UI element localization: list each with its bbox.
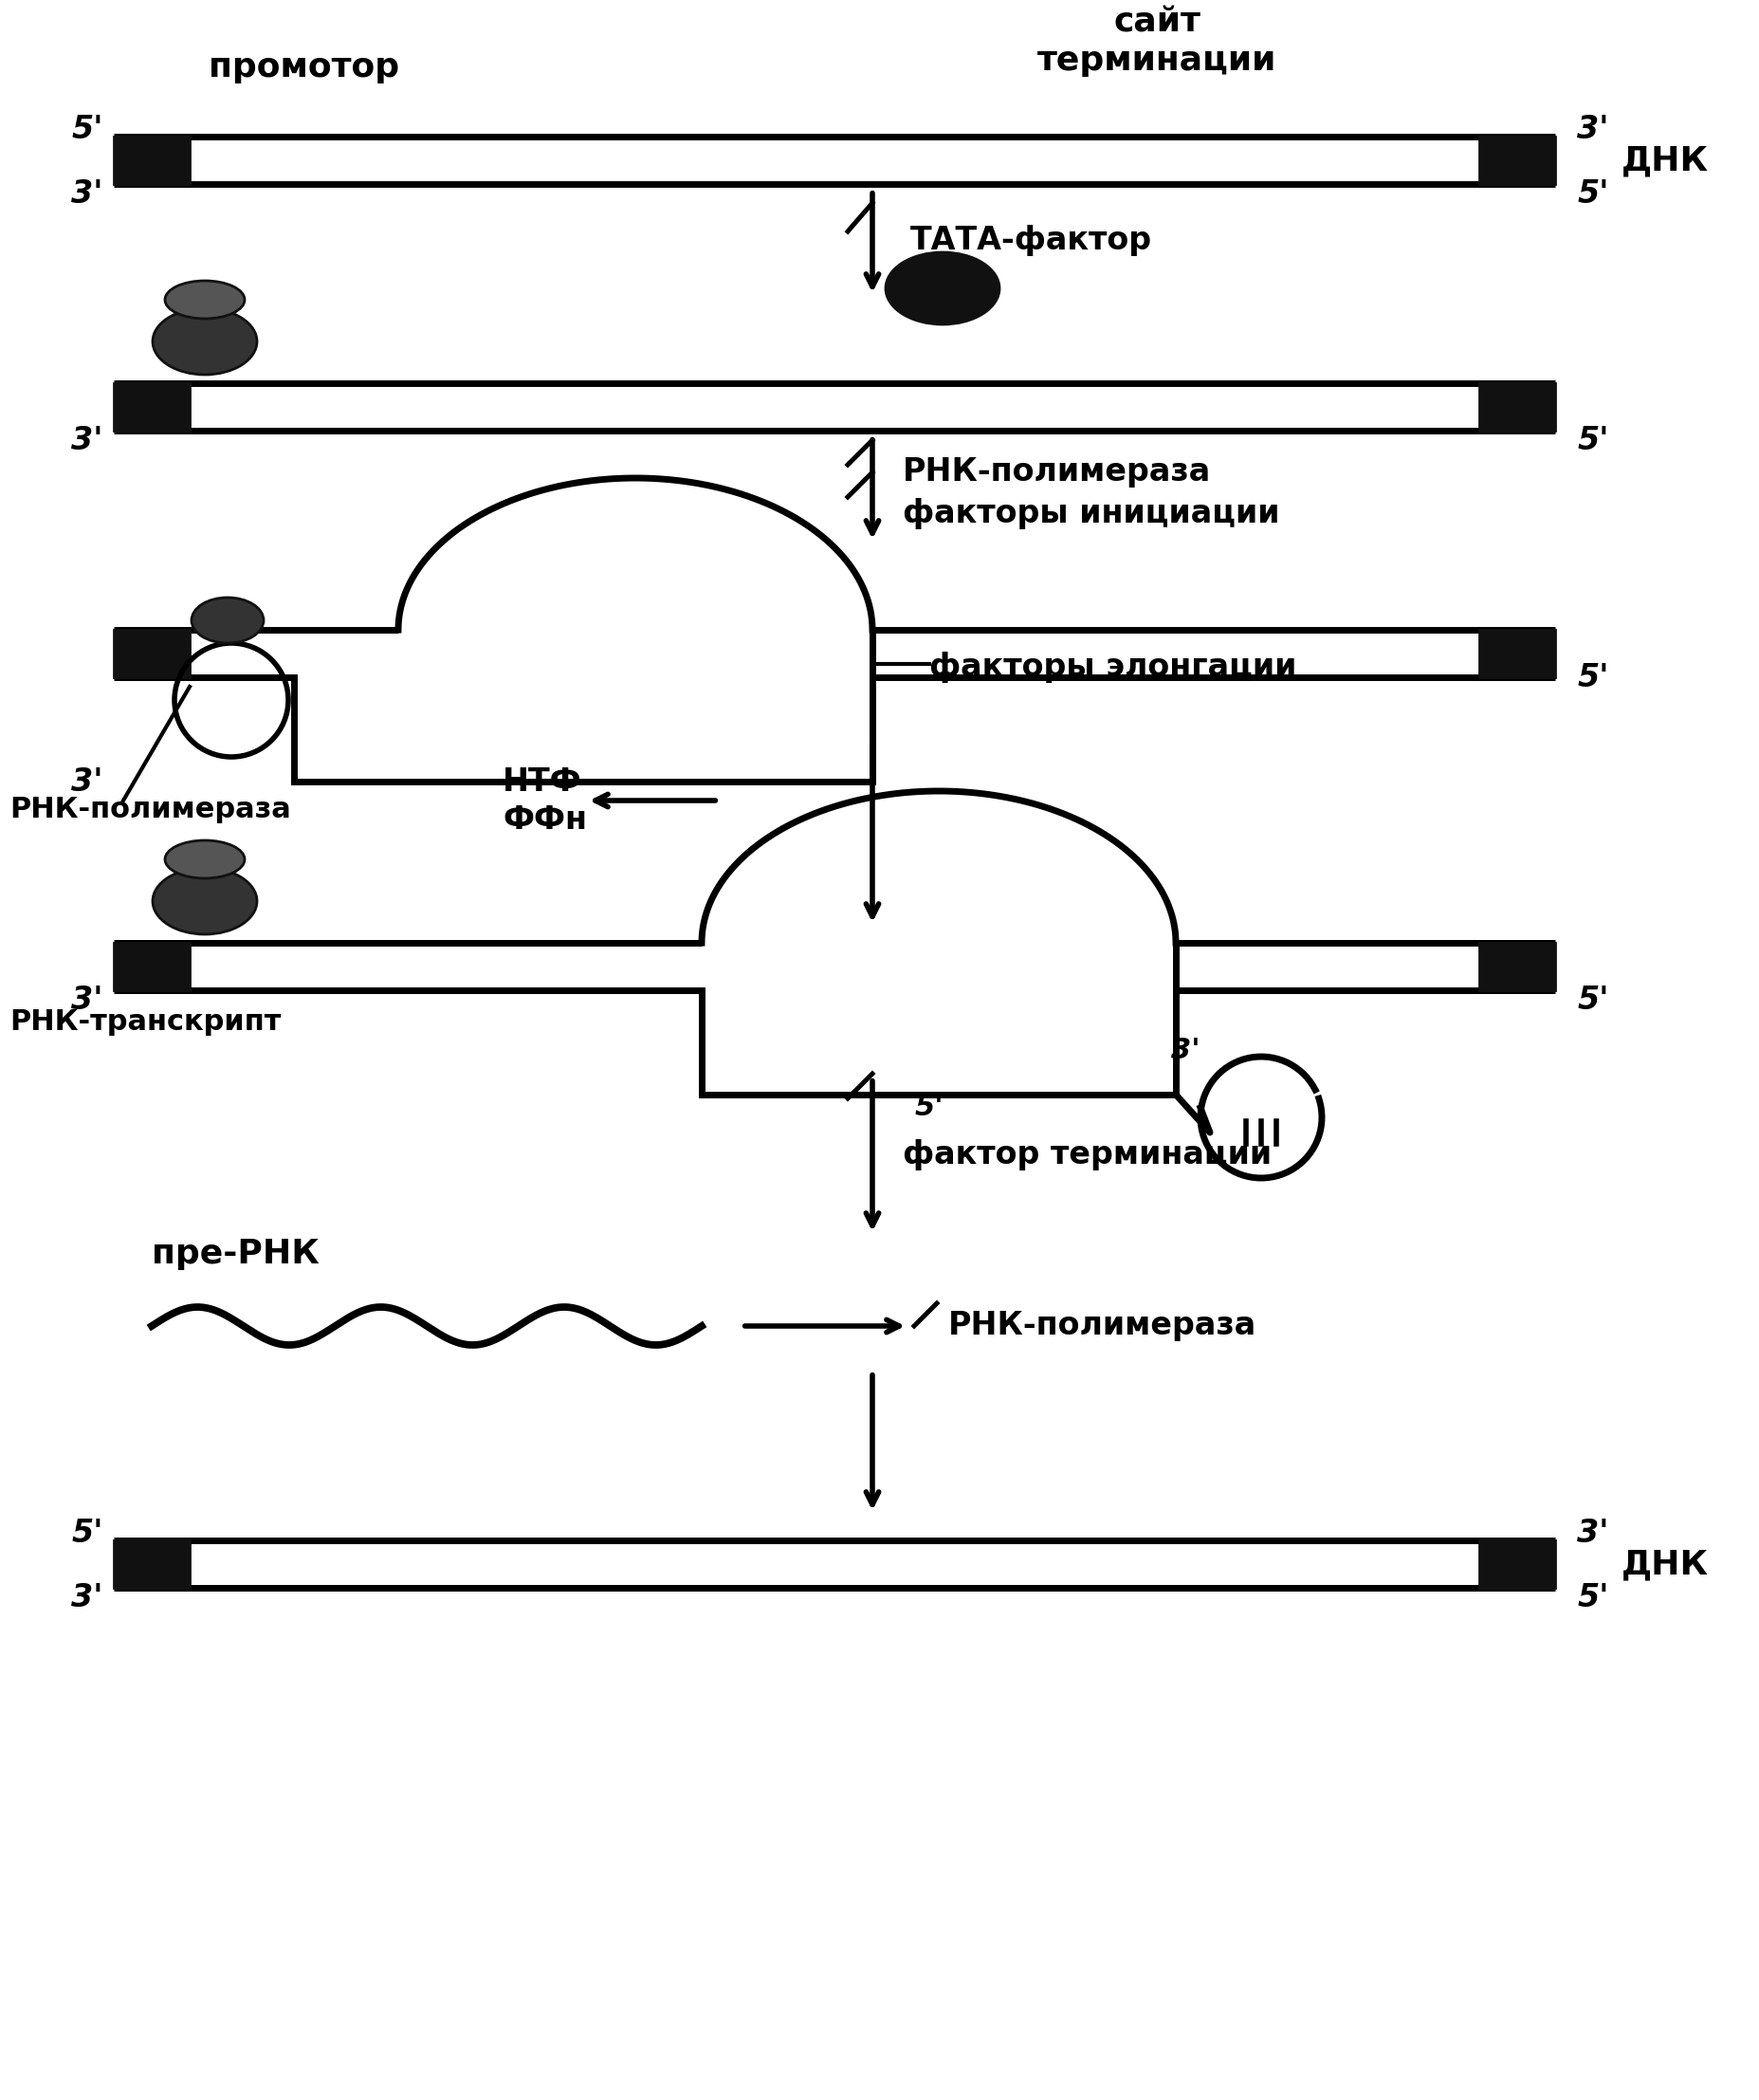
Text: ДНК: ДНК	[1620, 145, 1708, 176]
Ellipse shape	[885, 252, 999, 323]
Text: 5': 5'	[72, 113, 104, 145]
Text: РНК-полимераза: РНК-полимераза	[902, 456, 1210, 487]
Text: пре-РНК: пре-РНК	[151, 1237, 318, 1270]
Text: терминации: терминации	[1036, 44, 1275, 78]
Ellipse shape	[165, 840, 245, 878]
Text: РНК-полимераза: РНК-полимераза	[9, 796, 290, 823]
Bar	[1479, 943, 1555, 991]
Text: 3': 3'	[72, 766, 104, 798]
Text: 3': 3'	[72, 985, 104, 1016]
Bar	[1479, 1541, 1555, 1588]
Bar	[114, 382, 190, 430]
Text: 5': 5'	[915, 1094, 943, 1121]
Text: РНК-полимераза: РНК-полимераза	[948, 1310, 1256, 1342]
Ellipse shape	[153, 867, 257, 935]
Ellipse shape	[192, 598, 264, 643]
Text: ФФн: ФФн	[503, 804, 588, 836]
Text: промотор: промотор	[209, 50, 399, 84]
Text: сайт: сайт	[1113, 6, 1200, 40]
Bar	[114, 943, 190, 991]
Bar	[1479, 136, 1555, 185]
Ellipse shape	[165, 281, 245, 319]
Text: РНК-транскрипт: РНК-транскрипт	[9, 1008, 281, 1035]
Text: ДНК: ДНК	[1620, 1548, 1708, 1579]
Text: 5': 5'	[1576, 179, 1608, 210]
Text: 5': 5'	[1576, 1581, 1608, 1613]
Text: 3': 3'	[1576, 1516, 1608, 1548]
Text: 5': 5'	[1576, 424, 1608, 456]
Text: 5': 5'	[1576, 985, 1608, 1016]
Ellipse shape	[153, 309, 257, 374]
Text: 5': 5'	[1576, 662, 1608, 693]
Bar	[1479, 382, 1555, 430]
Text: ТАТА-фактор: ТАТА-фактор	[909, 225, 1152, 256]
Text: 3': 3'	[72, 1581, 104, 1613]
Text: НТФ: НТФ	[503, 766, 582, 798]
Text: факторы инициации: факторы инициации	[902, 498, 1279, 529]
Text: 3': 3'	[72, 424, 104, 456]
Text: 3': 3'	[1576, 113, 1608, 145]
Bar	[114, 630, 190, 676]
Text: 5': 5'	[72, 1516, 104, 1548]
Text: 3': 3'	[1170, 1037, 1200, 1065]
Bar	[114, 136, 190, 185]
Text: фактор терминации: фактор терминации	[902, 1140, 1272, 1172]
Bar	[1479, 630, 1555, 676]
Text: факторы элонгации: факторы элонгации	[929, 653, 1296, 682]
Bar	[114, 1541, 190, 1588]
Text: 3': 3'	[72, 179, 104, 210]
